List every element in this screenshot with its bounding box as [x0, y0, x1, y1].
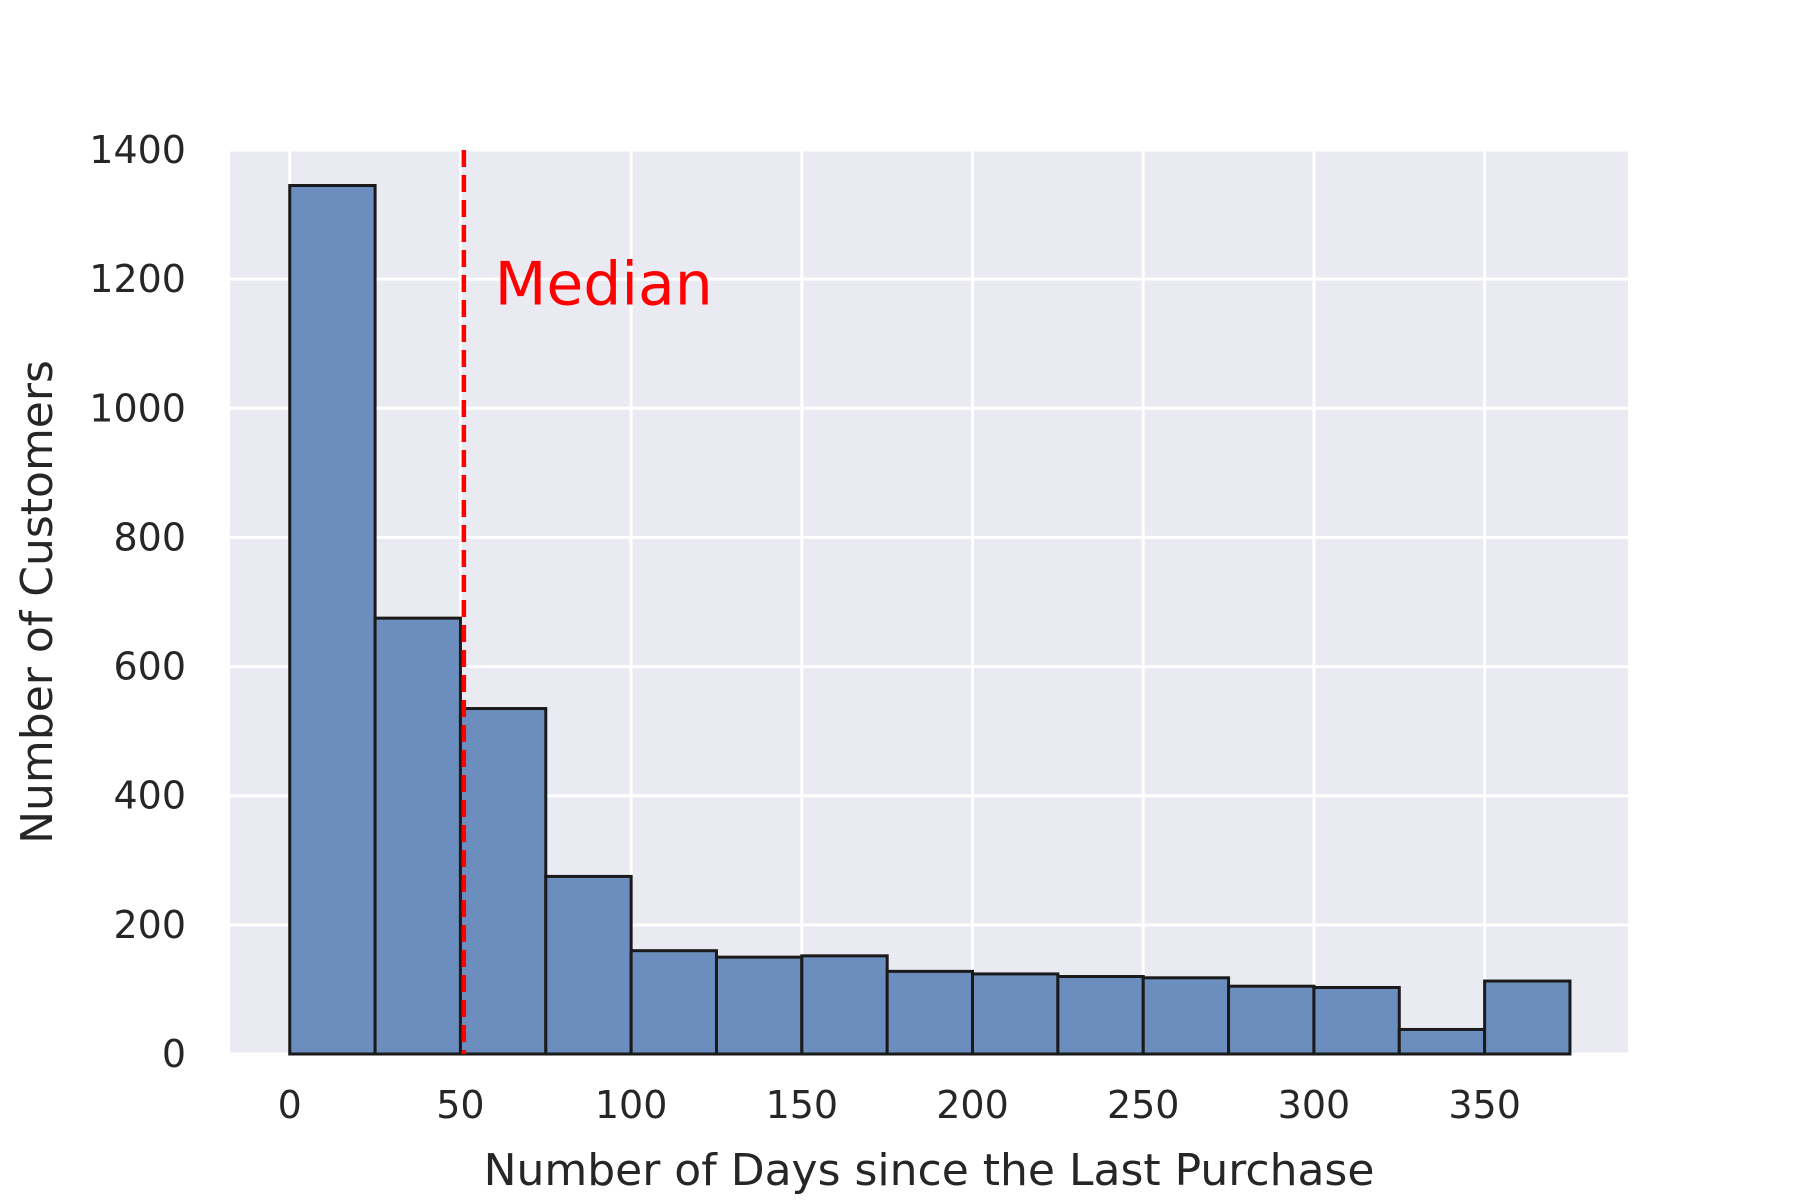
histogram-bar	[629, 949, 718, 1056]
x-tick-label: 50	[436, 1083, 484, 1127]
x-tick-label: 350	[1448, 1083, 1521, 1127]
histogram-bar	[1056, 975, 1145, 1056]
x-axis-label: Number of Days since the Last Purchase	[484, 1145, 1375, 1196]
y-tick-label: 0	[162, 1032, 186, 1076]
y-tick-label: 1400	[89, 128, 186, 172]
histogram-bar	[288, 184, 377, 1056]
histogram-bar	[458, 707, 548, 1056]
y-axis-label: Number of Customers	[12, 360, 63, 844]
histogram-bar	[1483, 979, 1572, 1056]
x-tick-label: 0	[278, 1083, 302, 1127]
y-tick-label: 200	[113, 903, 186, 947]
x-axis-ticks: 0 50 100 150 200 250 300 350	[278, 1083, 1521, 1127]
histogram-bar	[800, 954, 889, 1056]
median-annotation: Median	[495, 249, 713, 319]
histogram-bar	[714, 955, 804, 1056]
histogram-bars	[288, 184, 1572, 1056]
y-tick-label: 400	[113, 774, 186, 818]
y-axis-ticks: 0 200 400 600 800 1000 1200 1400	[89, 128, 186, 1076]
x-tick-label: 100	[595, 1083, 668, 1127]
x-tick-label: 200	[936, 1083, 1009, 1127]
y-tick-label: 1000	[89, 386, 186, 430]
histogram-bar	[1141, 976, 1231, 1056]
x-tick-label: 250	[1107, 1083, 1180, 1127]
histogram-bar	[373, 616, 462, 1056]
histogram-bar	[1312, 985, 1401, 1056]
y-tick-label: 1200	[89, 257, 186, 301]
x-tick-label: 150	[766, 1083, 839, 1127]
y-tick-label: 600	[113, 645, 186, 689]
histogram-bar	[885, 969, 975, 1056]
histogram-bar	[1227, 984, 1316, 1056]
histogram-bar	[1397, 1027, 1487, 1056]
x-tick-label: 300	[1278, 1083, 1351, 1127]
histogram-bar	[971, 972, 1060, 1056]
histogram-bar	[544, 874, 633, 1056]
y-tick-label: 800	[113, 515, 186, 559]
